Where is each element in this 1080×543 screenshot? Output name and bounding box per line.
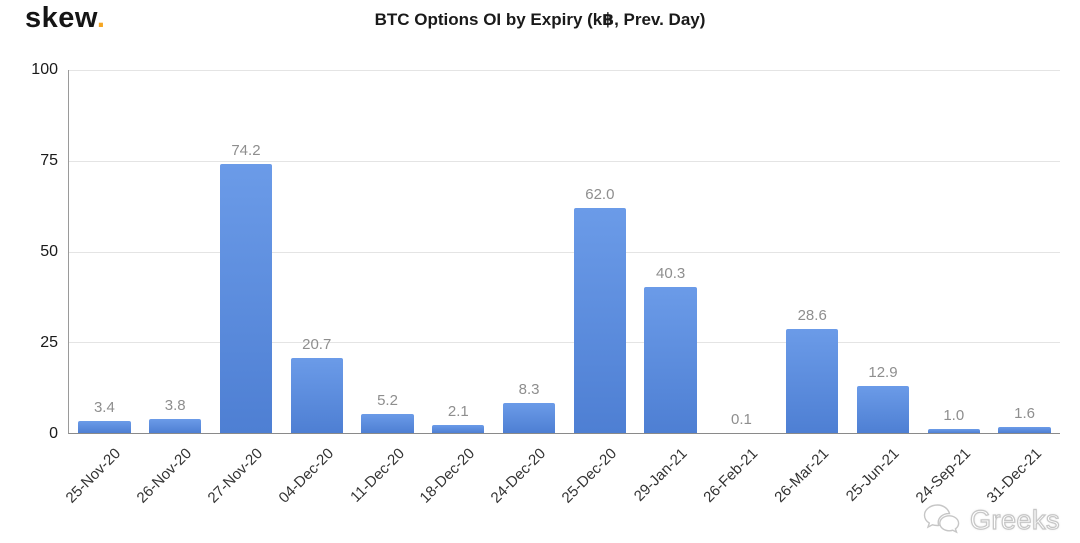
gridline [69, 160, 1060, 162]
bar-value-label: 1.0 [943, 407, 965, 425]
bar-group: 1.6 31-Dec-21 [983, 70, 1060, 507]
bar [502, 402, 556, 433]
x-axis-label: 25-Nov-20 [62, 445, 125, 507]
gridline [69, 342, 1060, 344]
bar-value-label: 74.2 [231, 141, 261, 159]
skew-logo-text: skew [25, 2, 97, 34]
bar-value-label: 12.9 [868, 364, 898, 382]
skew-logo: skew. [25, 2, 105, 35]
y-tick-label: 100 [31, 61, 58, 78]
bar-value-label: 28.6 [797, 307, 827, 325]
x-axis-label: 25-Dec-20 [558, 445, 620, 507]
skew-logo-dot: . [96, 2, 106, 34]
bar-group: 3.4 25-Nov-20 [63, 70, 140, 507]
bar-group: 2.1 18-Dec-20 [417, 70, 494, 507]
bar-group: 62.0 25-Dec-20 [558, 70, 635, 507]
x-axis-label: 29-Jan-21 [630, 445, 691, 505]
bar-group: 1.0 24-Sep-21 [912, 70, 989, 507]
bar-value-label: 0.1 [730, 410, 752, 428]
bar-group: 5.2 11-Dec-20 [347, 70, 423, 506]
x-axis-label: 26-Nov-20 [133, 445, 196, 507]
bar-value-label: 40.3 [656, 264, 686, 282]
bar-value-label: 3.4 [93, 398, 115, 416]
bar-value-label: 1.6 [1014, 405, 1035, 423]
y-tick-label: 50 [40, 243, 58, 260]
y-tick-label: 25 [40, 334, 58, 351]
bar-group: 0.1 26-Feb-21 [700, 70, 777, 506]
x-axis-label: 26-Mar-21 [771, 445, 833, 506]
x-axis-label: 04-Dec-20 [275, 445, 337, 507]
bars-container: 3.4 25-Nov-20 3.8 26-Nov-20 74.2 27-Nov-20 20.… [63, 70, 1060, 507]
y-tick-label: 0 [49, 425, 58, 442]
bar-group: 20.7 04-Dec-20 [275, 70, 352, 507]
bar-group: 8.3 24-Dec-20 [488, 70, 565, 507]
bar-group: 74.2 27-Nov-20 [204, 70, 282, 507]
bar [219, 163, 273, 433]
bar [927, 429, 980, 433]
bar [573, 207, 627, 433]
bar [148, 419, 202, 433]
bar-value-label: 3.8 [164, 397, 186, 415]
bar-group: 3.8 26-Nov-20 [134, 70, 211, 507]
bar [644, 286, 697, 433]
watermark-text: Greeks [969, 504, 1060, 535]
bar-value-label: 20.7 [302, 335, 332, 353]
gridline [69, 70, 1060, 71]
x-axis-label: 24-Sep-21 [912, 445, 974, 507]
bar [856, 386, 910, 433]
x-axis-label: 24-Dec-20 [487, 445, 550, 507]
bar [998, 427, 1051, 433]
watermark: Greeks [923, 503, 1060, 537]
bar-value-label: 62.0 [585, 185, 615, 203]
y-axis-labels: 0 25 50 75 100 [10, 61, 58, 442]
bar-group: 40.3 29-Jan-21 [631, 70, 706, 505]
gridline [69, 251, 1060, 253]
bar [361, 414, 414, 433]
bar [786, 329, 839, 433]
bar-value-label: 5.2 [377, 392, 398, 410]
bar-group: 12.9 25-Jun-21 [843, 70, 919, 505]
x-axis-label: 11-Dec-20 [346, 445, 408, 506]
x-axis-label: 25-Jun-21 [843, 445, 904, 505]
x-axis-label: 26-Feb-21 [700, 445, 762, 506]
bar-group: 28.6 26-Mar-21 [771, 70, 848, 506]
bar [290, 357, 343, 433]
x-axis-label: 31-Dec-21 [983, 445, 1045, 507]
y-tick-label: 75 [40, 152, 58, 169]
bar-value-label: 2.1 [447, 403, 469, 421]
bar [78, 420, 131, 433]
chat-bubbles-icon [923, 504, 960, 534]
bar [432, 425, 485, 433]
x-axis-label: 27-Nov-20 [204, 445, 266, 507]
bar-value-label: 8.3 [518, 380, 540, 398]
x-axis-label: 18-Dec-20 [416, 445, 479, 507]
plot-area: 3.4 25-Nov-20 3.8 26-Nov-20 74.2 27-Nov-20 20.… [63, 70, 1060, 507]
chart-title: BTC Options OI by Expiry (k฿, Prev. Day) [374, 10, 706, 29]
